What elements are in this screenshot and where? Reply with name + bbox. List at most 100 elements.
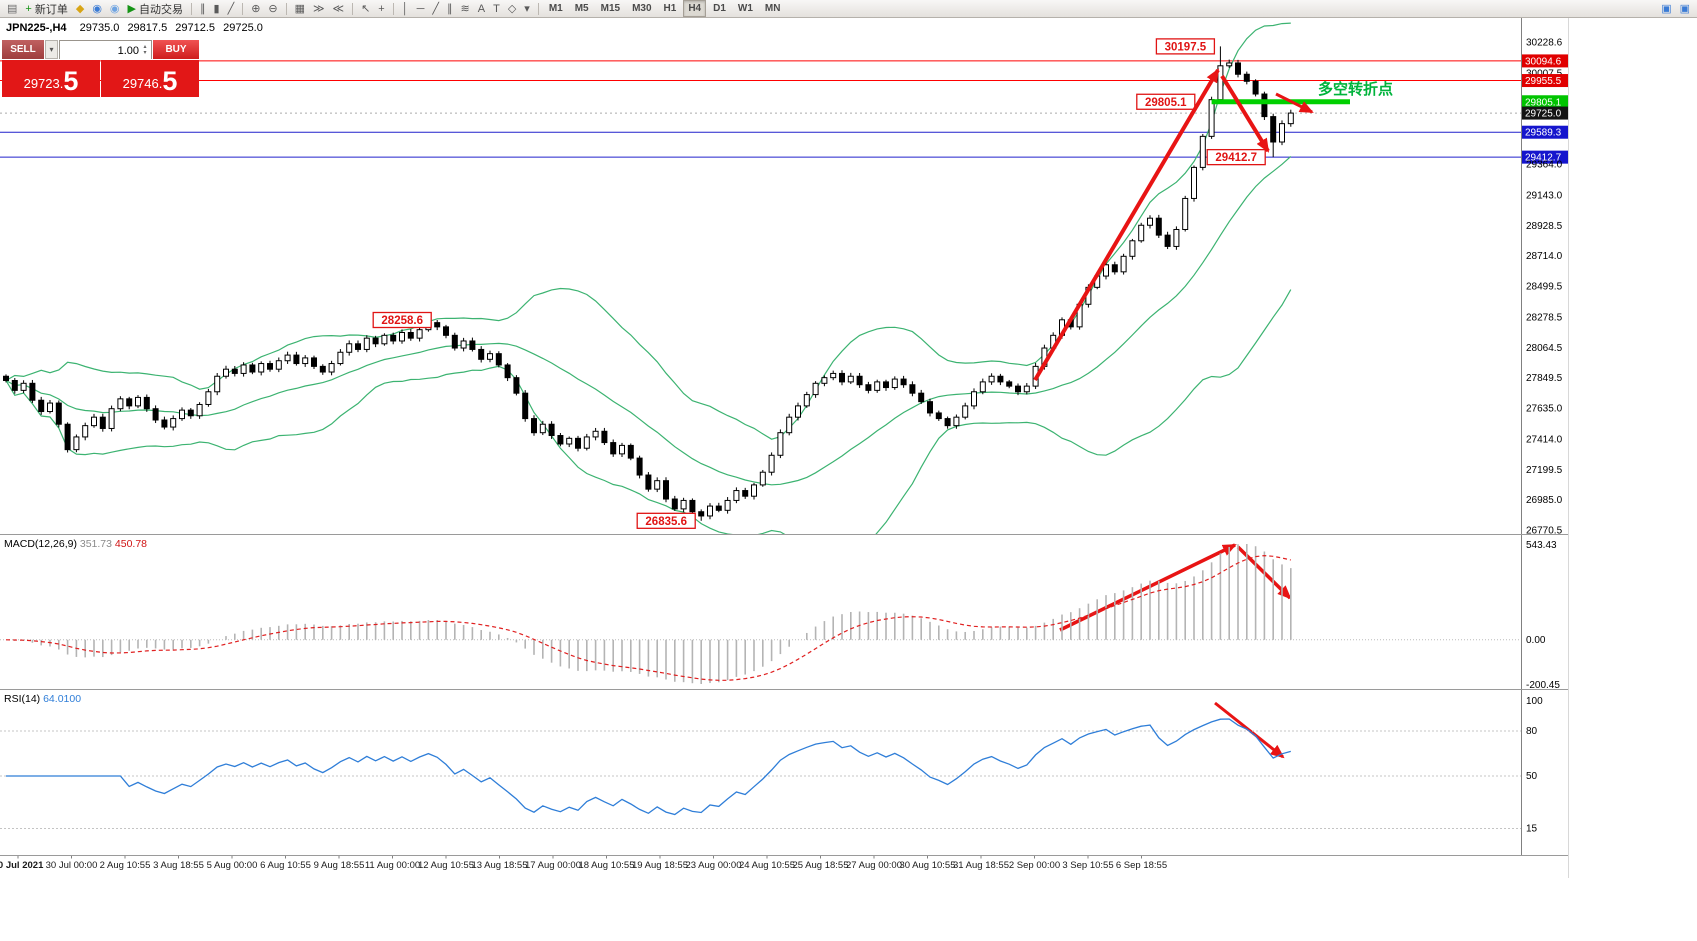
timeframe-h4-button[interactable]: H4 <box>683 0 707 17</box>
tile-windows-icon[interactable]: ▦ <box>292 1 308 17</box>
svg-text:30228.6: 30228.6 <box>1526 38 1563 49</box>
svg-text:29143.0: 29143.0 <box>1526 191 1563 202</box>
svg-text:5 Aug 00:00: 5 Aug 00:00 <box>207 860 258 871</box>
toolbar-separator <box>537 2 539 15</box>
toolbar-separator <box>285 2 287 15</box>
new-order-label: 新订单 <box>34 3 68 16</box>
chart-canvas[interactable]: 30197.5 29805.1 29412.7 28258.6 26835.6 多空转折点… <box>0 18 1697 880</box>
vertical-line-icon: │ <box>401 2 409 15</box>
svg-text:3 Sep 10:55: 3 Sep 10:55 <box>1062 860 1113 871</box>
svg-text:28714.0: 28714.0 <box>1526 251 1563 262</box>
timeframe-m30-button[interactable]: M30 <box>632 3 652 14</box>
level-price-tag <box>1522 74 1568 88</box>
trend-arrow <box>1059 543 1237 632</box>
zoom-in-icon[interactable]: ⊕ <box>248 1 263 17</box>
crosshair-icon[interactable]: + <box>375 1 387 17</box>
timeframe-w1-button[interactable]: W1 <box>737 3 753 14</box>
zoom-in-icon: ⊕ <box>251 2 261 15</box>
order-type-caret-icon[interactable]: ▾ <box>45 40 58 59</box>
timeframe-m5-button[interactable]: M5 <box>574 3 589 14</box>
macd-signal-line <box>5 554 1291 681</box>
price-panel: 30197.5 29805.1 29412.7 28258.6 26835.6 多空转折点 <box>0 22 1521 534</box>
new-chart-icon[interactable]: ▤ <box>4 1 20 17</box>
auto-trade-label: 自动交易 <box>139 3 183 16</box>
svg-text:26770.5: 26770.5 <box>1526 526 1563 537</box>
community-icon: ◉ <box>92 2 102 15</box>
channel-icon: ∥ <box>447 2 453 15</box>
window-right-icon: ▣ <box>1679 2 1690 15</box>
auto-trade-button[interactable]: ▶ 自动交易 <box>125 1 186 17</box>
svg-text:27635.0: 27635.0 <box>1526 404 1563 415</box>
svg-text:27849.5: 27849.5 <box>1526 373 1563 384</box>
auto-scroll-icon[interactable]: ≫ <box>310 1 328 17</box>
price-annotation-text: 29805.1 <box>1145 97 1187 109</box>
timeframe-m15-button[interactable]: M15 <box>600 3 621 14</box>
svg-text:25 Aug 18:55: 25 Aug 18:55 <box>793 860 849 871</box>
line-chart-icon[interactable]: ╱ <box>225 1 238 17</box>
volume-spinner[interactable]: ▴ ▾ <box>140 42 150 57</box>
toolbar-separator <box>242 2 244 15</box>
spin-down-icon[interactable]: ▾ <box>143 49 147 56</box>
candle-chart-icon[interactable]: ▮ <box>211 1 223 17</box>
window-right-icon[interactable]: ▣ <box>1677 1 1693 17</box>
svg-text:2 Aug 10:55: 2 Aug 10:55 <box>100 860 151 871</box>
svg-text:6 Sep 18:55: 6 Sep 18:55 <box>1116 860 1167 871</box>
horizontal-line-icon[interactable]: ─ <box>414 1 428 17</box>
cursor-icon[interactable]: ↖ <box>358 1 373 17</box>
chart-shift-icon[interactable]: ≪ <box>330 1 348 17</box>
bar-chart-icon[interactable]: ∥ <box>197 1 209 17</box>
crosshair-icon: + <box>378 2 385 15</box>
volume-field[interactable]: ▴ ▾ <box>59 40 152 60</box>
svg-text:29955.5: 29955.5 <box>1525 76 1562 87</box>
timeframe-mn-button[interactable]: MN <box>764 3 781 14</box>
svg-text:28278.5: 28278.5 <box>1526 313 1563 324</box>
vertical-line-icon[interactable]: │ <box>399 1 412 17</box>
window-left-icon[interactable]: ▣ <box>1658 1 1674 17</box>
shapes-icon[interactable]: ◇ <box>505 1 519 17</box>
svg-text:11 Aug 00:00: 11 Aug 00:00 <box>365 860 420 871</box>
one-click-trading-panel: SELL ▾ ▴ ▾ BUY 29723.5 29746.5 <box>2 40 199 97</box>
chart-symbol-info: JPN225-,H4 29735.0 29817.5 29712.5 29725… <box>6 22 268 34</box>
svg-text:28499.5: 28499.5 <box>1526 282 1563 293</box>
sell-button[interactable]: SELL <box>2 40 44 59</box>
ohlc-close: 29725.0 <box>223 22 263 34</box>
buy-button[interactable]: BUY <box>153 40 199 59</box>
buy-price-pip: 5 <box>162 66 178 96</box>
cursor-icon: ↖ <box>361 2 371 15</box>
toolbar-separator <box>392 2 394 15</box>
timeframe-d1-button[interactable]: D1 <box>713 3 726 14</box>
level-price-tag <box>1522 95 1568 109</box>
timeframe-h1-button[interactable]: H1 <box>663 3 677 14</box>
svg-text:27199.5: 27199.5 <box>1526 465 1563 476</box>
fibonacci-icon[interactable]: ≋ <box>458 1 473 17</box>
text-icon[interactable]: A <box>475 1 488 17</box>
horizontal-line-icon: ─ <box>416 2 425 15</box>
timeframe-m1-button[interactable]: M1 <box>548 3 563 14</box>
price-annotation-box <box>636 512 696 529</box>
community-icon[interactable]: ◉ <box>89 1 105 17</box>
buy-price-display[interactable]: 29746. 5 <box>101 60 199 97</box>
level-price-tag <box>1522 125 1568 139</box>
svg-text:30 Aug 10:55: 30 Aug 10:55 <box>900 860 956 871</box>
zoom-out-icon[interactable]: ⊖ <box>265 1 280 17</box>
svg-text:18 Aug 10:55: 18 Aug 10:55 <box>579 860 635 871</box>
favorites-icon[interactable]: ◆ <box>73 1 87 17</box>
current-price-tag <box>1522 106 1568 120</box>
channel-icon[interactable]: ∥ <box>444 1 456 17</box>
sell-price-display[interactable]: 29723. 5 <box>2 60 100 97</box>
bar-chart-icon: ∥ <box>200 2 206 15</box>
svg-text:30 Jul 00:00: 30 Jul 00:00 <box>46 860 98 871</box>
shapes-dropdown-icon[interactable]: ▾ <box>521 1 533 17</box>
volume-input[interactable] <box>60 42 151 60</box>
trend-line-icon[interactable]: ╱ <box>429 1 442 17</box>
text-label-icon[interactable]: T <box>490 1 503 17</box>
new-order-button[interactable]: + 新订单 <box>22 1 70 17</box>
svg-text:80: 80 <box>1526 726 1538 737</box>
svg-text:29589.3: 29589.3 <box>1525 128 1562 139</box>
rsi-line <box>6 718 1291 816</box>
svg-text:0.00: 0.00 <box>1526 635 1546 646</box>
svg-text:28928.5: 28928.5 <box>1526 221 1563 232</box>
chat-icon[interactable]: ◉ <box>107 1 123 17</box>
spin-up-icon[interactable]: ▴ <box>143 43 147 50</box>
